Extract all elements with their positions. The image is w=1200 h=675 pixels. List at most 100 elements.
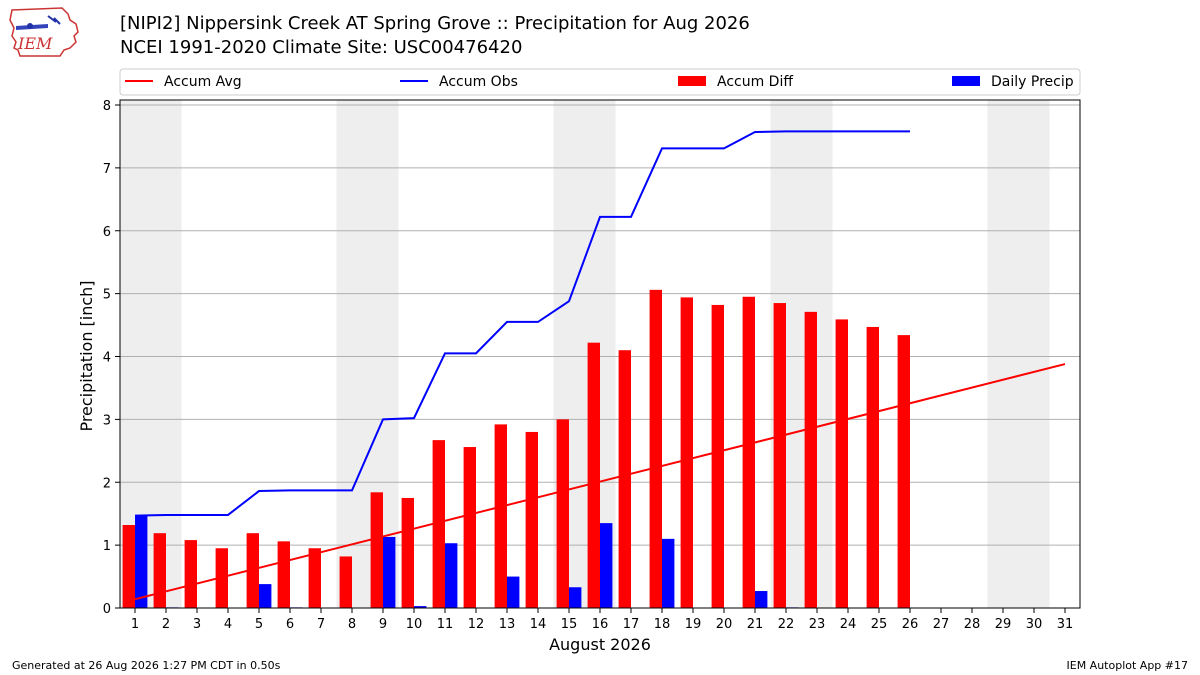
legend-accum-avg-label: Accum Avg: [164, 74, 242, 90]
x-tick-label: 25: [871, 617, 888, 632]
accum-diff-bar: [742, 296, 755, 608]
daily-precip-bar: [383, 536, 396, 608]
weekend-band: [120, 100, 182, 608]
logo-text: IEM: [17, 34, 53, 53]
y-tick-label: 2: [103, 476, 111, 491]
x-tick-label: 18: [654, 617, 671, 632]
legend-accum-diff-label: Accum Diff: [717, 74, 793, 90]
accum-diff-bar: [804, 311, 817, 608]
daily-precip-bar: [600, 523, 613, 608]
accum-diff-bar: [432, 440, 445, 608]
x-tick-label: 1: [131, 617, 139, 632]
y-tick-label: 4: [103, 351, 111, 366]
accum-diff-bar: [866, 326, 879, 608]
legend-accum-diff-swatch: [678, 76, 706, 86]
legend: Accum Avg Accum Obs Accum Diff Daily Precip: [119, 68, 1081, 96]
accum-diff-bar: [370, 492, 383, 608]
iem-logo: IEM: [9, 7, 79, 57]
wind-arrow-icon: [47, 15, 61, 25]
legend-box: [119, 68, 1081, 96]
y-tick-label: 3: [103, 413, 111, 428]
bars: [122, 289, 910, 608]
x-axis-label: August 2026: [549, 635, 651, 654]
accum-diff-bar: [649, 289, 662, 608]
x-tick-label: 29: [995, 617, 1012, 632]
accum-diff-bar: [556, 419, 569, 608]
vane-hub-icon: [27, 23, 33, 29]
x-tick-label: 22: [778, 617, 795, 632]
x-tick-label: 31: [1057, 617, 1074, 632]
x-tick-label: 24: [840, 617, 857, 632]
x-tick-label: 21: [747, 617, 764, 632]
accum-diff-bar: [401, 497, 414, 608]
weekend-band: [987, 100, 1050, 608]
x-tick-label: 15: [561, 617, 578, 632]
daily-precip-bar: [259, 584, 272, 608]
weekend-shading: [120, 100, 1050, 608]
x-tick-label: 19: [685, 617, 702, 632]
accum-diff-bar: [184, 540, 197, 608]
x-tick-label: 20: [716, 617, 733, 632]
daily-precip-bar: [569, 587, 582, 608]
legend-accum-obs-label: Accum Obs: [439, 74, 518, 90]
x-tick-label: 27: [933, 617, 950, 632]
x-tick-label: 3: [193, 617, 201, 632]
x-tick-label: 10: [406, 617, 423, 632]
accum-diff-bar: [618, 350, 631, 608]
accum-diff-bar: [153, 533, 166, 608]
accum-diff-bar: [308, 548, 321, 608]
accum-obs-line: [134, 130, 910, 517]
accum-diff-bar: [680, 297, 693, 608]
accum-diff-bar: [773, 303, 786, 608]
accum-diff-bar: [122, 525, 135, 608]
x-tick-label: 17: [623, 617, 640, 632]
daily-precip-bar: [135, 515, 148, 608]
x-tick-label: 7: [317, 617, 325, 632]
accum-diff-bar: [339, 556, 352, 608]
legend-daily-precip-swatch: [952, 76, 980, 86]
chart-subtitle: NCEI 1991-2020 Climate Site: USC00476420: [120, 37, 523, 58]
x-tick-label: 9: [379, 617, 387, 632]
y-tick-label: 8: [103, 99, 111, 114]
x-tick-label: 6: [286, 617, 294, 632]
accum-diff-bar: [494, 424, 507, 608]
accum-diff-bar: [835, 319, 848, 608]
x-tick-label: 5: [255, 617, 263, 632]
daily-precip-bar: [755, 591, 768, 608]
accum-diff-bar: [525, 431, 538, 608]
x-tick-label: 12: [468, 617, 485, 632]
y-axis-label: Precipitation [inch]: [77, 280, 96, 431]
accum-diff-bar: [897, 335, 910, 608]
axis-ticks: 1 2 3 4 5 6 7 8 9 10 11 12 13 14 15 16 17 18 19 20 21 22 23 24 2…: [103, 99, 1074, 632]
accum-diff-bar: [463, 447, 476, 608]
x-tick-label: 26: [902, 617, 919, 632]
legend-daily-precip-label: Daily Precip: [991, 74, 1074, 90]
x-tick-label: 28: [964, 617, 981, 632]
lines: [134, 130, 1066, 601]
daily-precip-bar: [445, 543, 458, 608]
x-tick-label: 11: [437, 617, 454, 632]
x-tick-label: 13: [499, 617, 516, 632]
y-tick-label: 0: [103, 602, 111, 617]
daily-precip-bar: [662, 538, 675, 608]
y-tick-label: 1: [103, 539, 111, 554]
generated-timestamp: Generated at 26 Aug 2026 1:27 PM CDT in …: [12, 659, 281, 672]
accum-diff-bar: [277, 541, 290, 608]
x-tick-label: 8: [348, 617, 356, 632]
y-tick-label: 6: [103, 225, 111, 240]
daily-precip-bar: [414, 606, 427, 608]
daily-precip-bar: [507, 576, 520, 608]
y-tick-label: 7: [103, 162, 111, 177]
y-tick-label: 5: [103, 288, 111, 303]
accum-avg-line: [134, 363, 1066, 601]
x-tick-label: 2: [162, 617, 170, 632]
accum-diff-bar: [587, 342, 600, 608]
x-tick-label: 4: [224, 617, 232, 632]
accum-diff-bar: [711, 304, 724, 608]
app-credit: IEM Autoplot App #17: [1066, 659, 1189, 672]
x-tick-label: 23: [809, 617, 826, 632]
x-tick-label: 14: [530, 617, 547, 632]
x-tick-label: 30: [1026, 617, 1043, 632]
x-tick-label: 16: [592, 617, 609, 632]
